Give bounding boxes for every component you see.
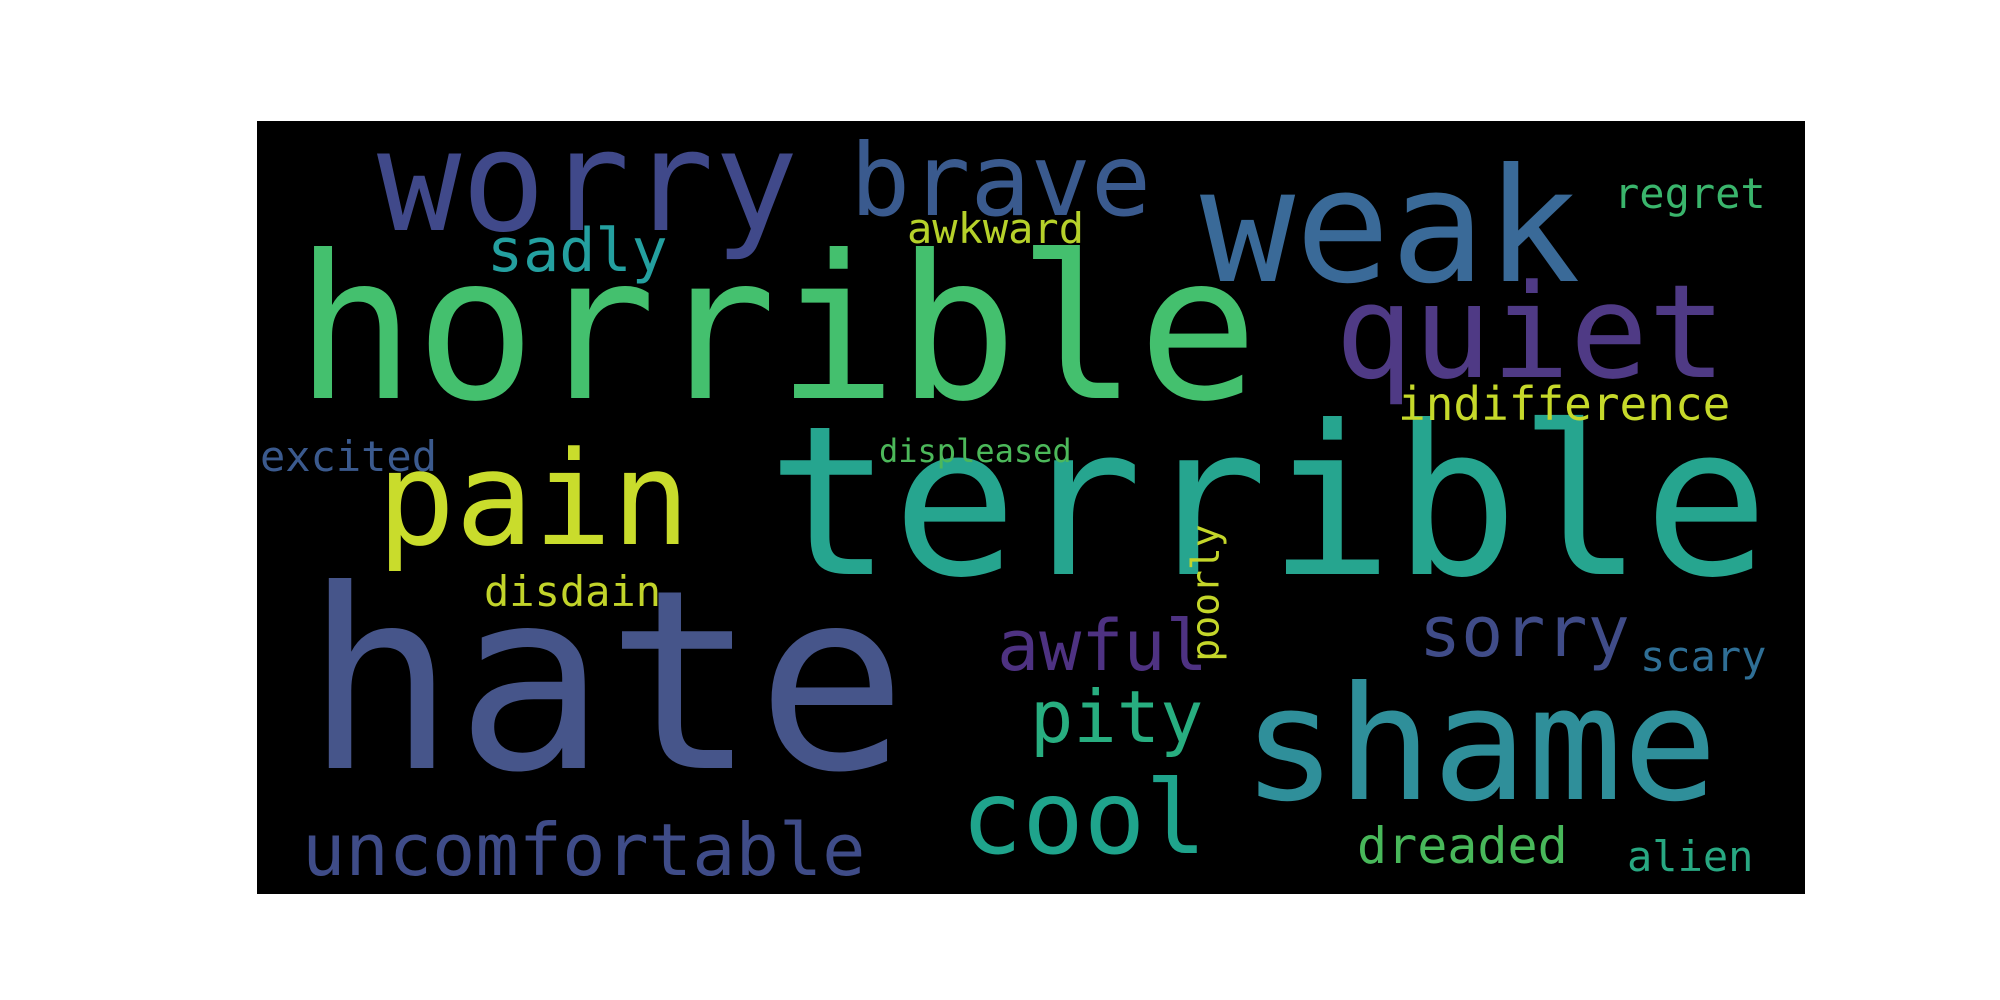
word-poorly: poorly <box>1183 524 1228 662</box>
word-horrible: horrible <box>295 213 1259 446</box>
word-alien: alien <box>1627 832 1754 881</box>
word-quiet: quiet <box>1335 256 1727 408</box>
word-pain: pain <box>377 423 691 575</box>
word-sorry: sorry <box>1419 591 1630 673</box>
word-weak: weak <box>1200 135 1581 319</box>
word-worry: worry <box>377 121 799 264</box>
word-awkward: awkward <box>907 204 1085 253</box>
word-cool: cool <box>961 759 1207 878</box>
word-awful: awful <box>997 605 1208 687</box>
word-cloud: hate terrible horrible shame weak worry … <box>257 121 1805 894</box>
word-displeased: displeased <box>879 432 1072 470</box>
word-hate: hate <box>305 536 908 827</box>
word-regret: regret <box>1614 169 1766 218</box>
word-indifference: indifference <box>1398 377 1731 431</box>
word-dreaded: dreaded <box>1357 817 1568 875</box>
word-scary: scary <box>1640 632 1767 681</box>
word-pity: pity <box>1030 675 1204 759</box>
word-brave: brave <box>850 122 1152 239</box>
word-terrible: terrible <box>767 382 1769 624</box>
word-sadly: sadly <box>487 216 668 286</box>
word-shame: shame <box>1242 653 1718 837</box>
word-disdain: disdain <box>484 567 662 616</box>
word-excited: excited <box>260 432 438 481</box>
word-uncomfortable: uncomfortable <box>302 808 866 892</box>
